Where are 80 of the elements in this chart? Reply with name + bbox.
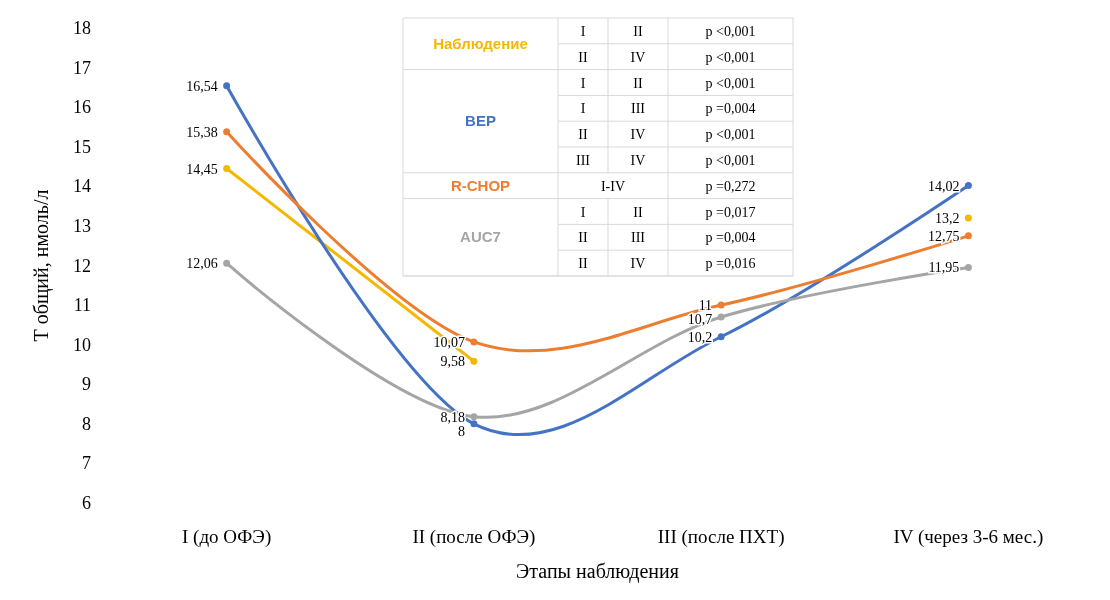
annotation: I-IV (600, 178, 626, 194)
annotation: p <0,001 (705, 49, 756, 65)
point (964, 182, 972, 190)
annotation: I (580, 101, 586, 117)
data-label: 8,18 (440, 409, 465, 425)
y-tick-label: 18 (73, 18, 91, 38)
text: BEP (465, 112, 496, 130)
x-tick-label: IV (через 3-6 мес.) (893, 526, 1044, 548)
annotation: III (631, 101, 646, 117)
data-label: 13,2 (934, 211, 960, 226)
data-label: 15,38 (186, 124, 218, 140)
data-label: 16,54 (186, 78, 218, 94)
point (964, 263, 972, 271)
point (717, 301, 725, 309)
annotation: II (633, 23, 643, 39)
annotation: p =0,017 (705, 204, 756, 220)
annotation: III (576, 152, 591, 168)
point (470, 420, 478, 428)
annotation: II (578, 127, 588, 143)
y-tick-label: 12 (73, 255, 91, 276)
annotation: p <0,001 (705, 23, 756, 39)
data-label: 10,7 (687, 312, 713, 328)
data-label: 8 (457, 423, 465, 439)
annotation: p =0,272 (705, 178, 756, 194)
point (223, 259, 231, 267)
annotation: II (578, 49, 588, 65)
annotation: p <0,001 (705, 152, 756, 168)
annotation: IV (630, 256, 646, 272)
y-tick-label: 11 (73, 295, 91, 316)
annotation: p =0,016 (705, 256, 756, 272)
data-label: 12,06 (186, 256, 218, 272)
y-tick-label: 6 (82, 493, 91, 513)
point (964, 214, 972, 222)
annotation: II (578, 230, 588, 246)
point (717, 313, 725, 321)
data-label: 12,75 (927, 228, 960, 244)
data-label: 14,45 (186, 161, 218, 177)
annotation: I (580, 23, 586, 39)
point (223, 128, 231, 136)
x-tick-label: I (до ОФЭ) (182, 526, 272, 548)
y-tick-label: 9 (82, 374, 91, 395)
annotation: p =0,004 (705, 101, 756, 117)
data-label: 11,95 (928, 260, 960, 276)
annotation: II (633, 75, 643, 91)
annotation: II (578, 256, 588, 272)
point (964, 232, 972, 240)
data-label: 10,2 (687, 329, 713, 345)
annotation: III (631, 230, 646, 246)
x-tick-label: III (после ПХТ) (657, 526, 785, 548)
annotation: p <0,001 (705, 127, 756, 143)
y-axis-title: Т общий, нмоль/л (30, 189, 53, 342)
point (470, 338, 478, 346)
y-tick-label: 7 (82, 453, 91, 474)
text: Наблюдение (433, 34, 528, 52)
annotation: IV (630, 152, 646, 168)
data-label: 9,58 (440, 354, 465, 370)
annotation: II (633, 204, 643, 220)
point (223, 165, 231, 173)
y-tick-label: 16 (73, 97, 91, 118)
x-tick-label: II (после ОФЭ) (412, 526, 536, 548)
point (223, 82, 231, 90)
point (470, 357, 478, 365)
y-tick-label: 10 (73, 334, 91, 355)
text: AUC7 (460, 228, 501, 246)
y-tick-label: 14 (73, 176, 91, 197)
y-tick-label: 13 (73, 215, 91, 236)
annotation: p <0,001 (705, 75, 756, 91)
annotation: IV (630, 127, 646, 143)
x-axis-title: Этапы наблюдения (516, 560, 679, 583)
y-tick-label: 8 (82, 413, 91, 434)
annotation: p =0,004 (705, 230, 756, 246)
y-tick-label: 15 (73, 136, 91, 157)
annotation: I (580, 204, 586, 220)
point (717, 333, 725, 341)
text: R-CHOP (450, 176, 511, 194)
y-tick-label: 17 (73, 57, 91, 78)
annotation: IV (630, 49, 646, 65)
point (470, 413, 478, 421)
data-label: 14,02 (927, 178, 960, 194)
annotation: I (580, 75, 586, 91)
